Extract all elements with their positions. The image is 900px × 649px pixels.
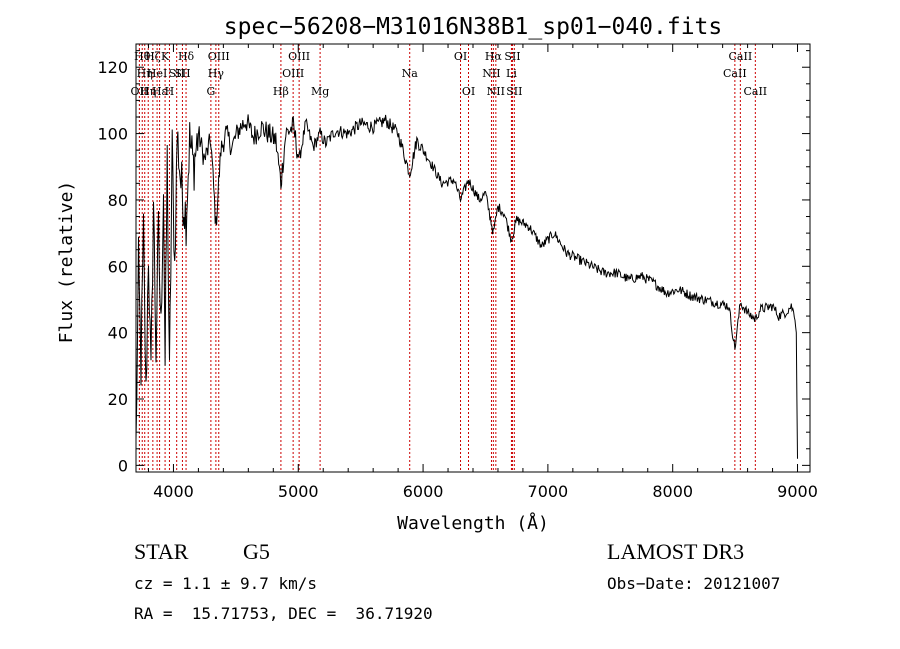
line-marker-label: G (206, 85, 215, 98)
emission-line-labels: OIIHθHηHηHζHeIHεKHSIISIIHδGHγOIIIHβOIIIO… (131, 50, 768, 98)
x-tick-label: 6000 (403, 482, 444, 501)
coordinates-text: RA = 15.71753, DEC = 36.71920 (134, 604, 433, 623)
line-marker-label: H (165, 85, 175, 98)
y-axis-ticks: 0 20 40 60 80 100 120 (97, 50, 810, 475)
chart-title: spec−56208−M31016N38B1_sp01−040.fits (224, 14, 723, 40)
line-marker-label: OIII (282, 67, 304, 80)
line-marker-label: K (161, 50, 170, 63)
plot-frame (135, 43, 811, 473)
line-marker-label: SII (174, 67, 190, 80)
x-tick-label: 9000 (777, 482, 818, 501)
x-tick-label: 5000 (278, 482, 319, 501)
survey-label: LAMOST DR3 (607, 539, 745, 564)
line-marker-label: Hθ (134, 50, 151, 63)
line-marker-label: Hα (485, 50, 503, 63)
x-tick-label: 4000 (153, 482, 194, 501)
emission-line-markers (138, 44, 756, 472)
line-marker-label: OI (462, 85, 475, 98)
x-tick-label: 8000 (652, 482, 693, 501)
line-marker-label: Hγ (208, 67, 225, 80)
line-marker-label: NII (487, 85, 505, 98)
obs-date-text: Obs−Date: 20121007 (607, 574, 781, 593)
redshift-text: cz = 1.1 ± 9.7 km/s (134, 574, 318, 593)
y-tick-label: 120 (97, 58, 128, 77)
x-tick-label: 7000 (528, 482, 569, 501)
line-marker-label: Li (506, 67, 517, 80)
line-marker-label: Hη (137, 67, 153, 80)
line-marker-label: SII (169, 67, 185, 80)
line-marker-label: OIII (208, 50, 230, 63)
y-axis-label: Flux (relative) (56, 181, 77, 344)
line-marker-label: SII (504, 50, 520, 63)
line-marker-label: Hδ (178, 50, 195, 63)
line-marker-label: Hζ (145, 50, 161, 63)
spectrum-line (135, 114, 798, 459)
y-tick-label: 60 (108, 257, 128, 276)
line-marker-label: CaII (723, 67, 747, 80)
y-tick-label: 80 (108, 191, 128, 210)
x-axis-ticks: 4000 5000 6000 7000 8000 9000 (147, 44, 818, 501)
line-marker-label: CaII (729, 50, 753, 63)
line-marker-label: Hε (152, 85, 168, 98)
x-axis-label: Wavelength (Å) (397, 512, 549, 534)
y-tick-label: 20 (108, 390, 128, 409)
line-marker-label: Hβ (273, 85, 289, 98)
y-tick-label: 100 (97, 125, 128, 144)
line-marker-label: HeI (147, 67, 167, 80)
line-marker-label: SII (506, 85, 522, 98)
line-marker-label: OIII (288, 50, 310, 63)
line-marker-label: CaII (743, 85, 767, 98)
line-marker-label: Hη (140, 85, 156, 98)
subclass-label: G5 (243, 539, 270, 564)
line-marker-label: Mg (311, 85, 329, 98)
y-tick-label: 40 (108, 324, 128, 343)
y-tick-label: 0 (118, 456, 128, 475)
line-marker-label: NII (482, 67, 500, 80)
class-label: STAR (134, 539, 189, 564)
line-marker-label: OII (131, 85, 149, 98)
line-marker-label: Na (402, 67, 419, 80)
line-marker-label: OI (454, 50, 467, 63)
